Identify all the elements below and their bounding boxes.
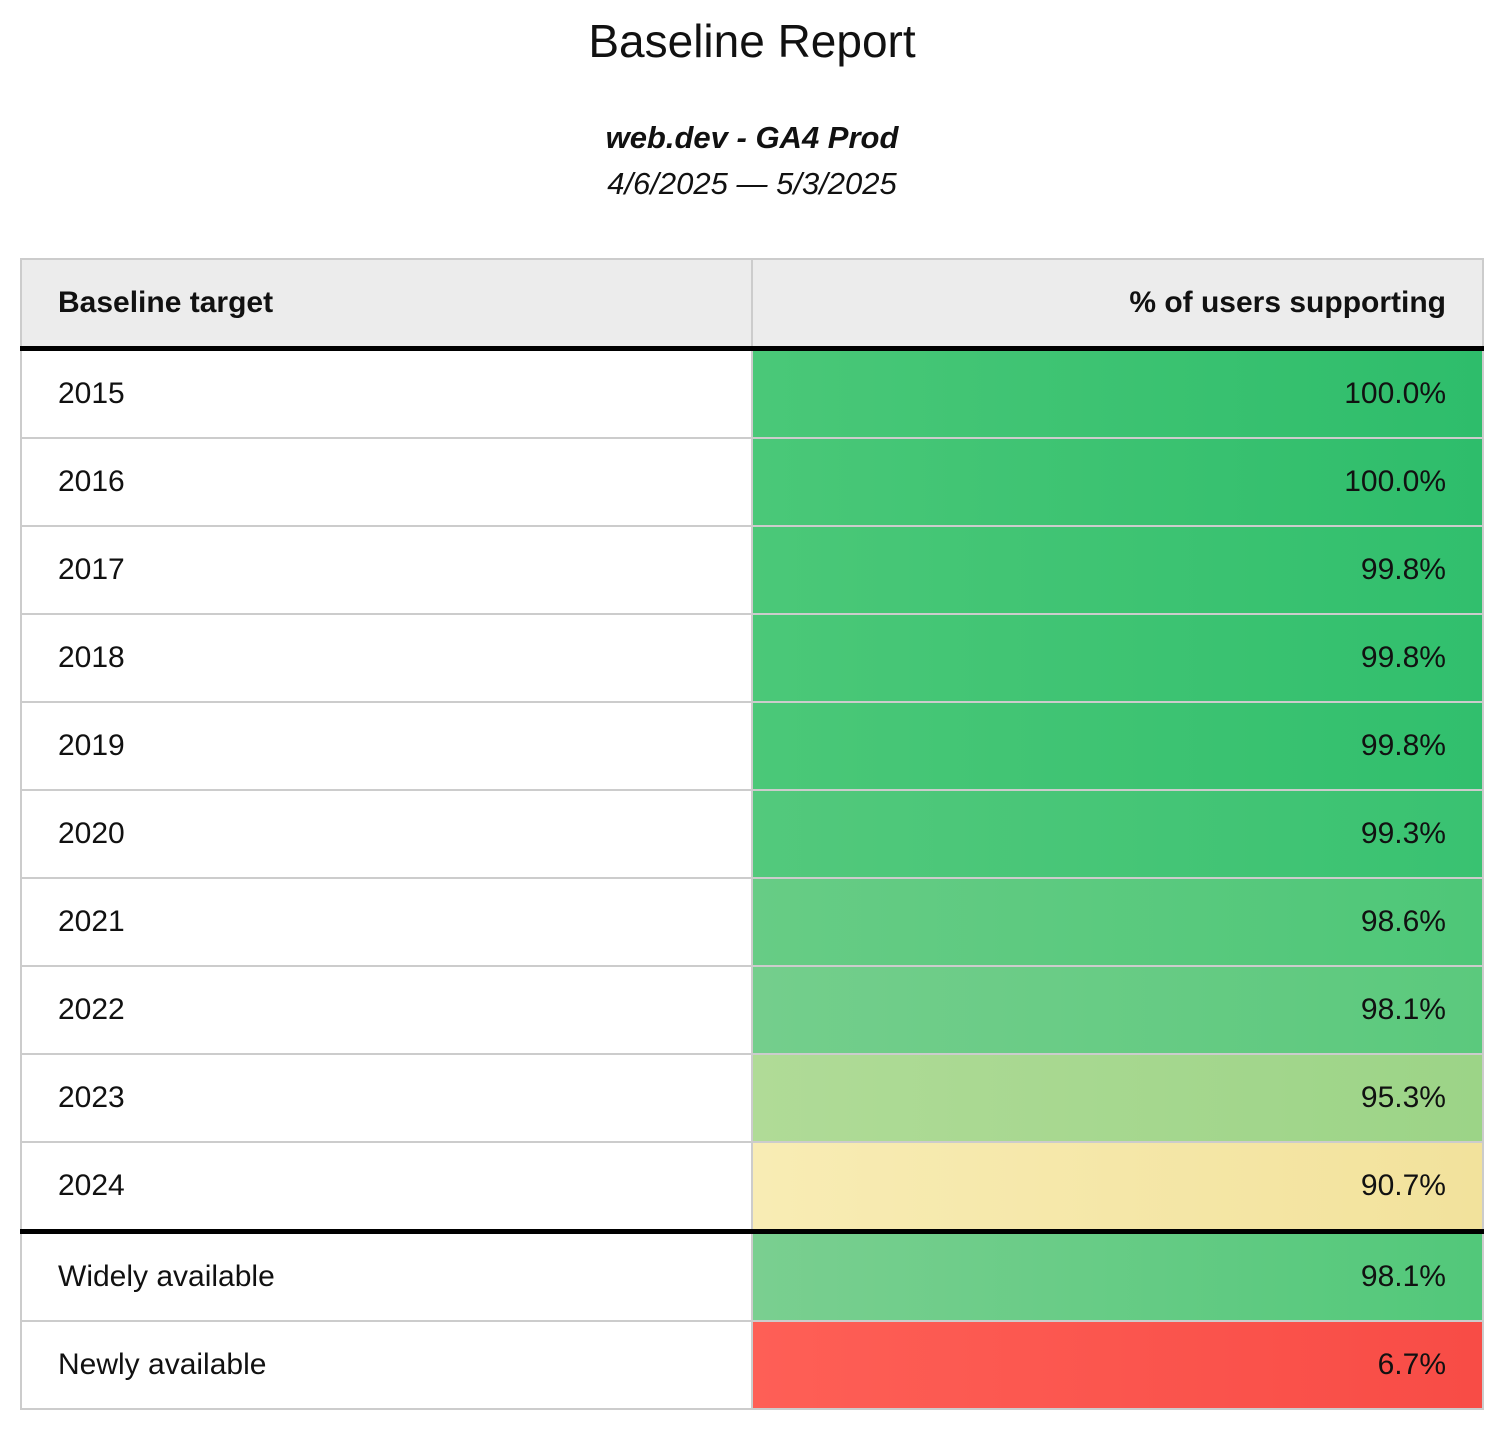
percent-supporting-cell: 99.3%: [751, 789, 1484, 879]
table-row: 2019 99.8%: [20, 701, 1484, 791]
table-row: 2024 90.7%: [20, 1141, 1484, 1234]
percent-supporting-cell: 99.8%: [751, 613, 1484, 703]
page-title: Baseline Report: [588, 15, 916, 67]
baseline-target-cell: 2022: [20, 965, 753, 1055]
percent-supporting-cell: 95.3%: [751, 1053, 1484, 1143]
baseline-target-cell: 2024: [20, 1141, 753, 1234]
baseline-target-cell: 2019: [20, 701, 753, 791]
baseline-report-page: Baseline Report web.dev - GA4 Prod 4/6/2…: [0, 14, 1504, 1410]
baseline-target-cell: 2017: [20, 525, 753, 615]
baseline-target-cell: 2015: [20, 347, 753, 439]
baseline-target-cell: 2016: [20, 437, 753, 527]
column-header-percent-users-supporting: % of users supporting: [751, 258, 1484, 351]
table-row: 2018 99.8%: [20, 613, 1484, 703]
baseline-target-cell: 2021: [20, 877, 753, 967]
baseline-target-cell: 2020: [20, 789, 753, 879]
percent-supporting-cell: 99.8%: [751, 525, 1484, 615]
percent-supporting-cell: 98.1%: [751, 1230, 1484, 1322]
table-row: Newly available 6.7%: [20, 1320, 1484, 1410]
report-property-subtitle: web.dev - GA4 Prod: [605, 120, 899, 155]
report-date-range: 4/6/2025 — 5/3/2025: [607, 166, 897, 201]
table-row: 2022 98.1%: [20, 965, 1484, 1055]
table-header-row: Baseline target % of users supporting: [20, 258, 1484, 351]
baseline-target-cell: 2023: [20, 1053, 753, 1143]
percent-supporting-cell: 6.7%: [751, 1320, 1484, 1410]
percent-supporting-cell: 98.1%: [751, 965, 1484, 1055]
baseline-target-cell: 2018: [20, 613, 753, 703]
percent-supporting-cell: 98.6%: [751, 877, 1484, 967]
column-header-baseline-target: Baseline target: [20, 258, 753, 351]
percent-supporting-cell: 99.8%: [751, 701, 1484, 791]
baseline-target-cell: Newly available: [20, 1320, 753, 1410]
percent-supporting-cell: 90.7%: [751, 1141, 1484, 1234]
table-row: Widely available 98.1%: [20, 1230, 1484, 1322]
table-row: 2017 99.8%: [20, 525, 1484, 615]
table-body: 2015 100.0% 2016 100.0% 2017 99.8% 2018 …: [20, 347, 1484, 1410]
table-row: 2023 95.3%: [20, 1053, 1484, 1143]
table-row: 2015 100.0%: [20, 347, 1484, 439]
table-row: 2016 100.0%: [20, 437, 1484, 527]
percent-supporting-cell: 100.0%: [751, 437, 1484, 527]
baseline-target-cell: Widely available: [20, 1230, 753, 1322]
baseline-table: Baseline target % of users supporting 20…: [20, 258, 1484, 1410]
table-row: 2021 98.6%: [20, 877, 1484, 967]
percent-supporting-cell: 100.0%: [751, 347, 1484, 439]
table-row: 2020 99.3%: [20, 789, 1484, 879]
